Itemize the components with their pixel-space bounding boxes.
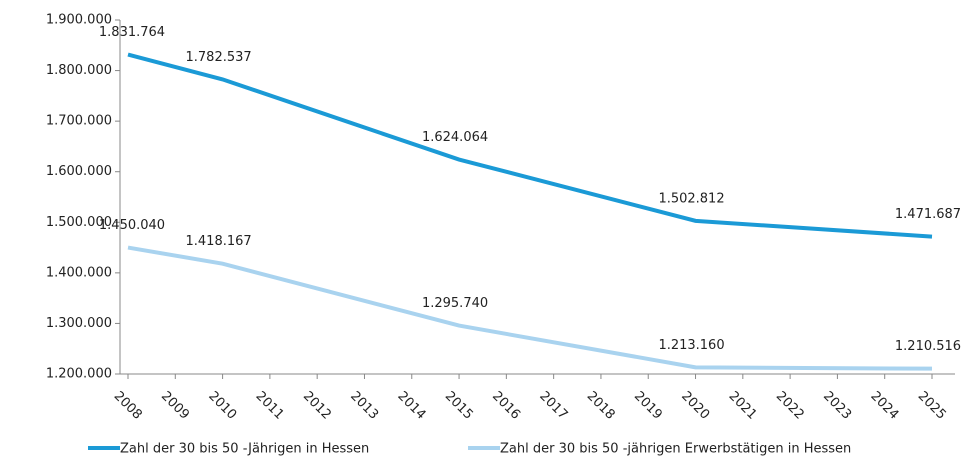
x-tick-label: 2018 [584,389,618,423]
x-tick-label: 2008 [111,389,145,423]
x-tick-label: 2021 [726,389,760,423]
x-tick-label: 2009 [158,389,192,423]
x-tick-label: 2010 [205,389,239,423]
data-label: 1.831.764 [99,25,165,40]
y-tick-label: 1.300.000 [46,316,112,331]
data-label: 1.471.687 [895,207,961,222]
x-tick-label: 2017 [536,389,570,423]
series-line [127,52,933,239]
x-tick-label: 2013 [347,389,381,423]
legend-label: Zahl der 30 bis 50 -Jährigen in Hessen [120,442,369,457]
legend-label: Zahl der 30 bis 50 -jährigen Erwerbstäti… [500,442,851,457]
y-tick-label: 1.400.000 [46,265,112,280]
series-line [127,245,933,371]
x-tick-label: 2015 [442,389,476,423]
data-label: 1.295.740 [422,296,488,311]
y-tick-label: 1.700.000 [46,114,112,129]
y-tick-label: 1.200.000 [46,367,112,382]
x-tick-label: 2020 [678,389,712,423]
data-label: 1.502.812 [658,191,724,206]
data-label: 1.210.516 [895,339,961,354]
y-tick-label: 1.600.000 [46,164,112,179]
x-tick-label: 2014 [394,389,428,423]
x-tick-label: 2022 [773,389,807,423]
x-tick-label: 2012 [300,389,334,423]
y-tick-label: 1.900.000 [46,13,112,28]
data-label: 1.624.064 [422,130,488,145]
x-tick-label: 2016 [489,389,523,423]
data-label: 1.213.160 [658,338,724,353]
y-tick-label: 1.500.000 [46,215,112,230]
x-tick-label: 2024 [867,389,901,423]
data-label: 1.418.167 [186,234,252,249]
data-label: 1.782.537 [186,50,252,65]
y-tick-label: 1.800.000 [46,63,112,78]
data-label: 1.450.040 [99,218,165,233]
x-tick-label: 2019 [631,389,665,423]
x-tick-label: 2023 [820,389,854,423]
x-tick-label: 2011 [253,389,287,423]
x-tick-label: 2025 [915,389,949,423]
